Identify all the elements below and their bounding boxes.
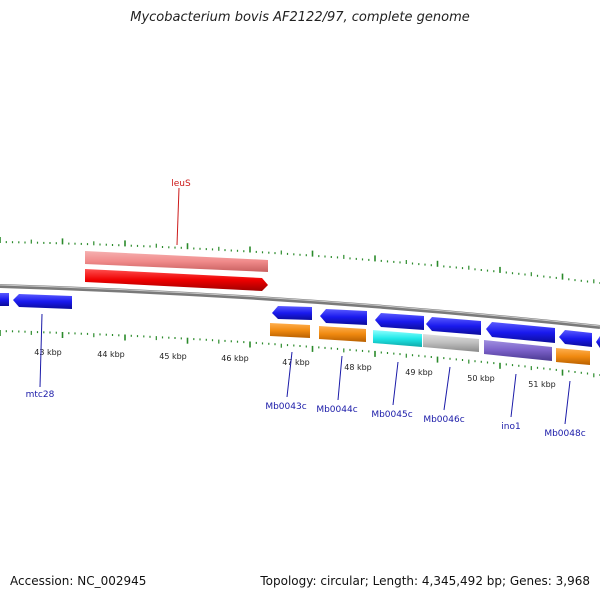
ino1-label[interactable]: ino1	[501, 422, 520, 432]
Mb0044c-label[interactable]: Mb0044c	[316, 405, 357, 415]
kbp-label-48: 48 kbp	[344, 363, 372, 372]
ino1-cds-feature[interactable]	[484, 340, 552, 361]
kbp-label-44: 44 kbp	[97, 350, 125, 359]
inner-tick-ring	[0, 330, 600, 378]
Mb0048c-label[interactable]: Mb0048c	[544, 429, 585, 439]
gene-feature-right-edge[interactable]	[596, 336, 600, 348]
leuS-cds-feature[interactable]	[85, 251, 268, 272]
Mb0045c-pointer	[392, 361, 399, 406]
Mb0045c-label[interactable]: Mb0045c	[371, 410, 412, 420]
kbp-label-49: 49 kbp	[405, 368, 433, 377]
leuS-label[interactable]: leuS	[171, 179, 191, 189]
kbp-label-47: 47 kbp	[282, 358, 310, 367]
mtc28-feature[interactable]	[13, 294, 72, 309]
genome-backbone-highlight	[0, 284, 600, 327]
ino1-feature[interactable]	[486, 322, 555, 343]
kbp-label-45: 45 kbp	[159, 352, 187, 361]
leuS-pointer	[176, 187, 180, 246]
Mb0044c-cds-feature[interactable]	[319, 326, 366, 342]
ino1-pointer	[510, 373, 517, 418]
kbp-label-46: 46 kbp	[221, 354, 249, 363]
kbp-label-51: 51 kbp	[528, 380, 556, 389]
kbp-label-50: 50 kbp	[467, 374, 495, 383]
Mb0048c-pointer	[564, 380, 571, 425]
genome-backbone	[0, 284, 600, 329]
Mb0048c-cds-feature[interactable]	[556, 348, 590, 365]
Mb0046c-feature[interactable]	[426, 317, 481, 335]
Mb0046c-pointer	[443, 366, 451, 411]
map-title: Mycobacterium bovis AF2122/97, complete …	[130, 10, 470, 25]
mtc28-pointer	[39, 313, 43, 388]
Mb0046c-label[interactable]: Mb0046c	[423, 415, 464, 425]
gene-feature-left-edge[interactable]	[0, 293, 9, 306]
Mb0044c-feature[interactable]	[320, 309, 367, 325]
Mb0045c-feature[interactable]	[375, 313, 424, 330]
Mb0043c-label[interactable]: Mb0043c	[265, 402, 306, 412]
accession-text: Accession: NC_002945	[10, 574, 147, 588]
leuS-gene-feature[interactable]	[85, 269, 268, 291]
mtc28-label[interactable]: mtc28	[26, 390, 55, 400]
outer-tick-ring	[0, 237, 600, 284]
genome-summary-text: Topology: circular; Length: 4,345,492 bp…	[260, 574, 590, 588]
Mb0046c-cds-feature[interactable]	[423, 334, 479, 352]
Mb0048c-feature[interactable]	[559, 330, 592, 347]
Mb0044c-pointer	[337, 355, 343, 401]
kbp-label-43: 43 kbp	[34, 348, 62, 357]
Mb0045c-cds-feature[interactable]	[373, 330, 422, 347]
Mb0043c-pointer	[286, 351, 293, 398]
Mb0043c-feature[interactable]	[272, 306, 312, 320]
Mb0043c-cds-feature[interactable]	[270, 323, 310, 338]
